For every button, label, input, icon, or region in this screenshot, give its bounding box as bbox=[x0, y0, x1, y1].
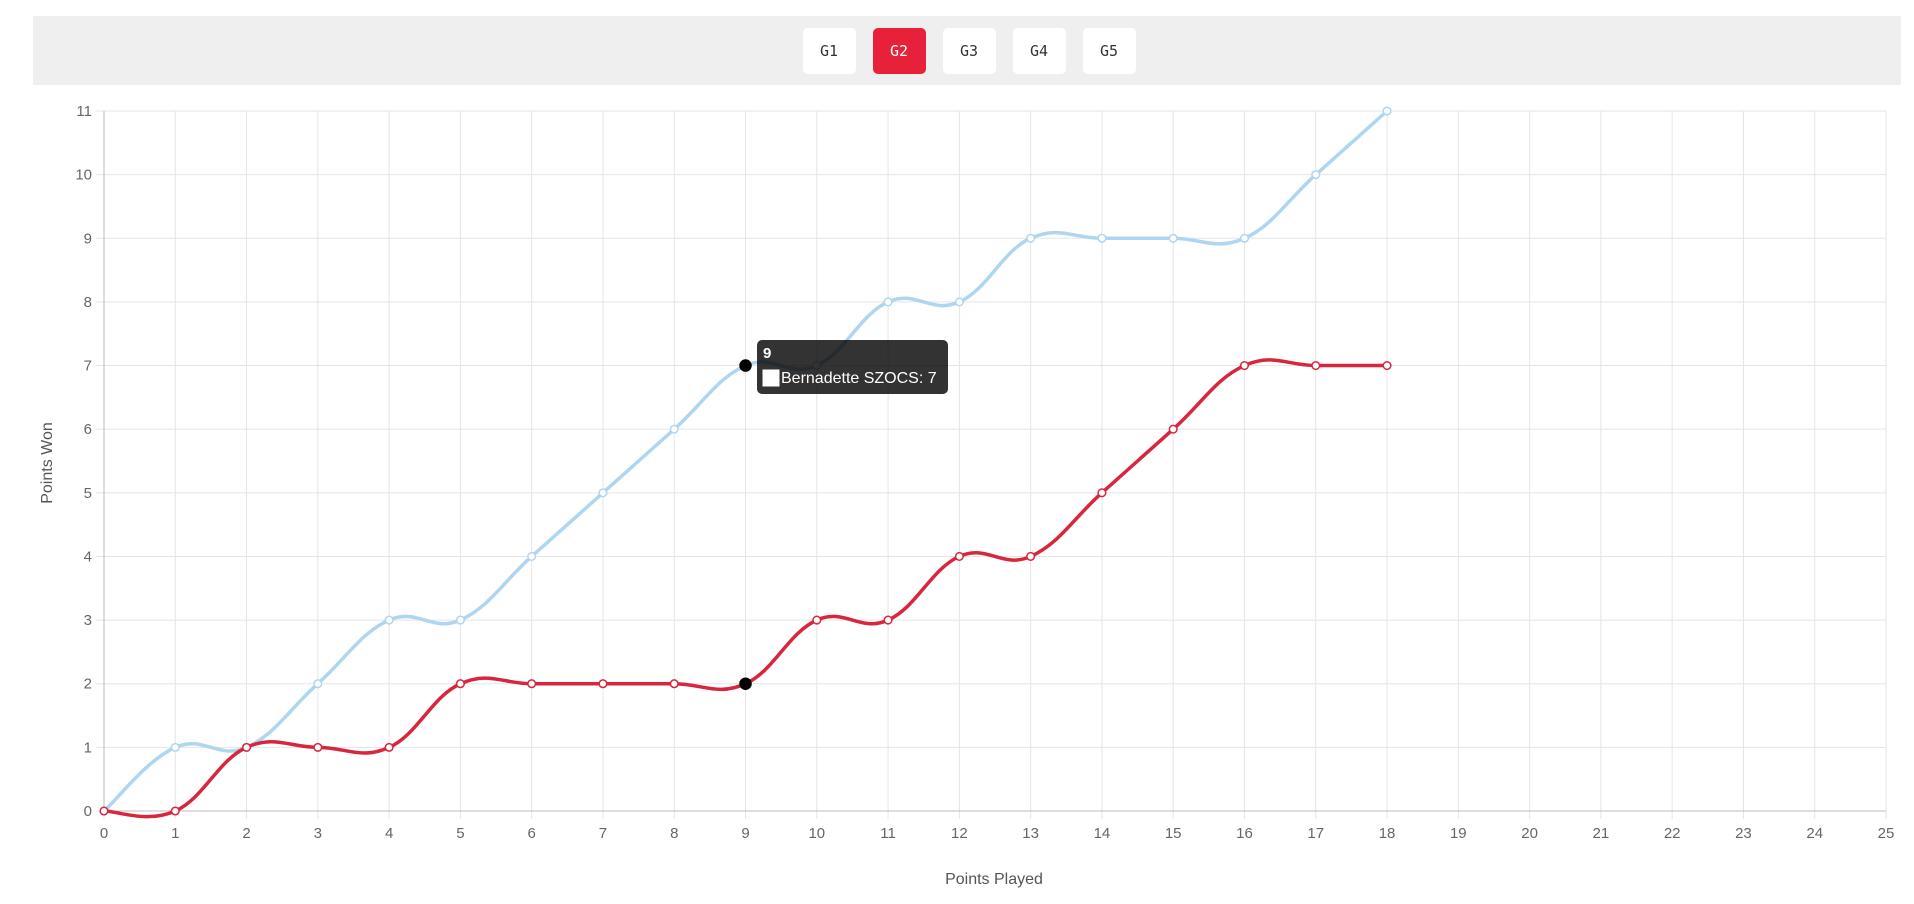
y-tick-label: 5 bbox=[84, 485, 92, 502]
series-1-point[interactable] bbox=[1026, 233, 1036, 243]
series-2-point[interactable] bbox=[313, 742, 323, 752]
x-tick-label: 21 bbox=[1593, 825, 1610, 842]
series-1-point[interactable] bbox=[1382, 106, 1392, 116]
series-2-point[interactable] bbox=[384, 742, 394, 752]
y-tick-label: 4 bbox=[84, 548, 92, 565]
series-2-point[interactable] bbox=[598, 679, 608, 689]
series-2-point[interactable] bbox=[242, 742, 252, 752]
series-2-point[interactable] bbox=[883, 615, 893, 625]
y-axis-title: Points Won bbox=[39, 422, 56, 504]
x-tick-label: 12 bbox=[951, 825, 968, 842]
series-1-point[interactable] bbox=[1168, 233, 1178, 243]
x-tick-label: 11 bbox=[880, 825, 896, 842]
series-2-point[interactable] bbox=[812, 615, 822, 625]
series-2-point[interactable] bbox=[1026, 551, 1036, 562]
series-1-point[interactable] bbox=[669, 424, 679, 434]
y-tick-label: 7 bbox=[84, 358, 92, 375]
series-2-point[interactable] bbox=[669, 679, 679, 689]
x-tick-label: 18 bbox=[1379, 825, 1396, 842]
x-axis-title: Points Played bbox=[945, 871, 1043, 888]
x-tick-label: 14 bbox=[1094, 825, 1111, 842]
x-tick-label: 9 bbox=[741, 825, 749, 842]
series-1-point[interactable] bbox=[598, 488, 608, 498]
x-tick-label: 22 bbox=[1664, 825, 1681, 842]
series-2-point[interactable] bbox=[527, 679, 537, 689]
tooltip-box bbox=[757, 340, 948, 394]
tab-g4[interactable]: G4 bbox=[1012, 27, 1066, 74]
y-axis-ticks: 0 1 2 3 4 5 6 7 8 9 10 11 bbox=[75, 103, 92, 820]
x-tick-label: 15 bbox=[1165, 825, 1182, 842]
tab-g1[interactable]: G1 bbox=[802, 27, 856, 74]
x-tick-label: 10 bbox=[808, 825, 825, 842]
series-2-point[interactable] bbox=[739, 677, 752, 690]
tooltip-series-swatch bbox=[762, 369, 780, 387]
series-2-point[interactable] bbox=[954, 551, 964, 562]
series-1-point[interactable] bbox=[883, 297, 893, 307]
tab-g2[interactable]: G2 bbox=[872, 27, 926, 74]
x-tick-label: 8 bbox=[670, 825, 678, 842]
y-tick-label: 3 bbox=[84, 612, 92, 629]
x-tick-label: 17 bbox=[1307, 825, 1324, 842]
series-1-point[interactable] bbox=[455, 615, 465, 625]
x-tick-label: 5 bbox=[456, 825, 464, 842]
chart-tooltip: 9 Bernadette SZOCS: 7 bbox=[757, 340, 948, 394]
x-tick-label: 6 bbox=[528, 825, 536, 842]
y-tick-label: 8 bbox=[84, 294, 92, 311]
series-2-point[interactable] bbox=[1382, 360, 1392, 371]
series-2-point[interactable] bbox=[1311, 360, 1321, 371]
x-tick-label: 19 bbox=[1450, 825, 1467, 842]
x-tick-label: 16 bbox=[1236, 825, 1253, 842]
y-tick-label: 6 bbox=[84, 421, 92, 438]
series-2-point[interactable] bbox=[1168, 424, 1178, 434]
series-1-point[interactable] bbox=[739, 359, 752, 372]
y-tick-label: 10 bbox=[75, 167, 92, 184]
series-1-point[interactable] bbox=[527, 551, 537, 562]
tab-g5[interactable]: G5 bbox=[1082, 27, 1136, 74]
series-2-point[interactable] bbox=[99, 806, 109, 816]
x-tick-label: 13 bbox=[1022, 825, 1039, 842]
y-tick-label: 2 bbox=[84, 676, 92, 693]
chart-grid bbox=[96, 110, 1887, 819]
x-tick-label: 25 bbox=[1878, 825, 1895, 842]
series-2-point[interactable] bbox=[1239, 360, 1250, 371]
series-1-point[interactable] bbox=[1311, 170, 1321, 180]
series-1-point[interactable] bbox=[1097, 233, 1107, 243]
tooltip-title: 9 bbox=[763, 345, 771, 362]
y-tick-label: 1 bbox=[84, 739, 92, 756]
x-tick-label: 7 bbox=[599, 825, 607, 842]
series-1-point[interactable] bbox=[954, 297, 964, 307]
tooltip-body: Bernadette SZOCS: 7 bbox=[781, 370, 937, 387]
series-1-point[interactable] bbox=[170, 742, 180, 752]
y-tick-label: 0 bbox=[84, 803, 92, 820]
series-1-point[interactable] bbox=[313, 679, 323, 689]
x-axis-ticks: 0 1 2 3 4 5 6 7 8 9 10 11 12 13 14 15 16 17 18 19 20 21 22 23 24… bbox=[100, 825, 1895, 842]
x-tick-label: 4 bbox=[385, 825, 393, 842]
x-tick-label: 2 bbox=[242, 825, 250, 842]
series-1-point[interactable] bbox=[1239, 233, 1250, 243]
y-tick-label: 11 bbox=[76, 103, 92, 120]
series-2-point[interactable] bbox=[170, 806, 180, 816]
series-2-point[interactable] bbox=[1097, 488, 1107, 498]
x-tick-label: 20 bbox=[1521, 825, 1538, 842]
x-tick-label: 0 bbox=[100, 825, 108, 842]
x-tick-label: 1 bbox=[171, 825, 179, 842]
y-tick-label: 9 bbox=[84, 230, 92, 247]
x-tick-label: 23 bbox=[1735, 825, 1752, 842]
series-1-point[interactable] bbox=[384, 615, 394, 625]
series-2-point[interactable] bbox=[455, 679, 465, 689]
x-tick-label: 24 bbox=[1806, 825, 1823, 842]
tab-g3[interactable]: G3 bbox=[942, 27, 996, 74]
game-tab-bar: G1 G2 G3 G4 G5 bbox=[33, 16, 1901, 85]
chart-series bbox=[99, 106, 1392, 819]
x-tick-label: 3 bbox=[314, 825, 322, 842]
